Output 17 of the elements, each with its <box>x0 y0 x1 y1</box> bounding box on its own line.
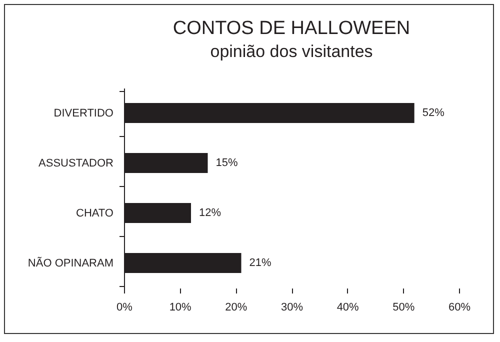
data-label: 15% <box>216 157 238 169</box>
y-tick-label: DIVERTIDO <box>54 108 114 120</box>
x-tick-label: 20% <box>225 302 248 314</box>
x-tick-label: 60% <box>448 302 471 314</box>
x-tick-label: 40% <box>336 302 360 314</box>
x-tick-label: 50% <box>392 302 415 314</box>
chart-title: CONTOS DE HALLOWEEN <box>172 18 410 39</box>
chart-subtitle: opinião dos visitantes <box>210 42 373 61</box>
x-tick-label: 30% <box>280 302 304 314</box>
data-label: 21% <box>249 257 272 269</box>
data-label: 12% <box>199 207 222 219</box>
y-tick-label: ASSUSTADOR <box>38 158 114 170</box>
y-tick-label: NÃO OPINARAM <box>28 256 114 270</box>
x-tick-label: 10% <box>169 302 192 314</box>
x-tick-label: 0% <box>116 302 133 314</box>
y-tick-label: CHATO <box>76 208 114 220</box>
data-label: 52% <box>422 107 445 119</box>
